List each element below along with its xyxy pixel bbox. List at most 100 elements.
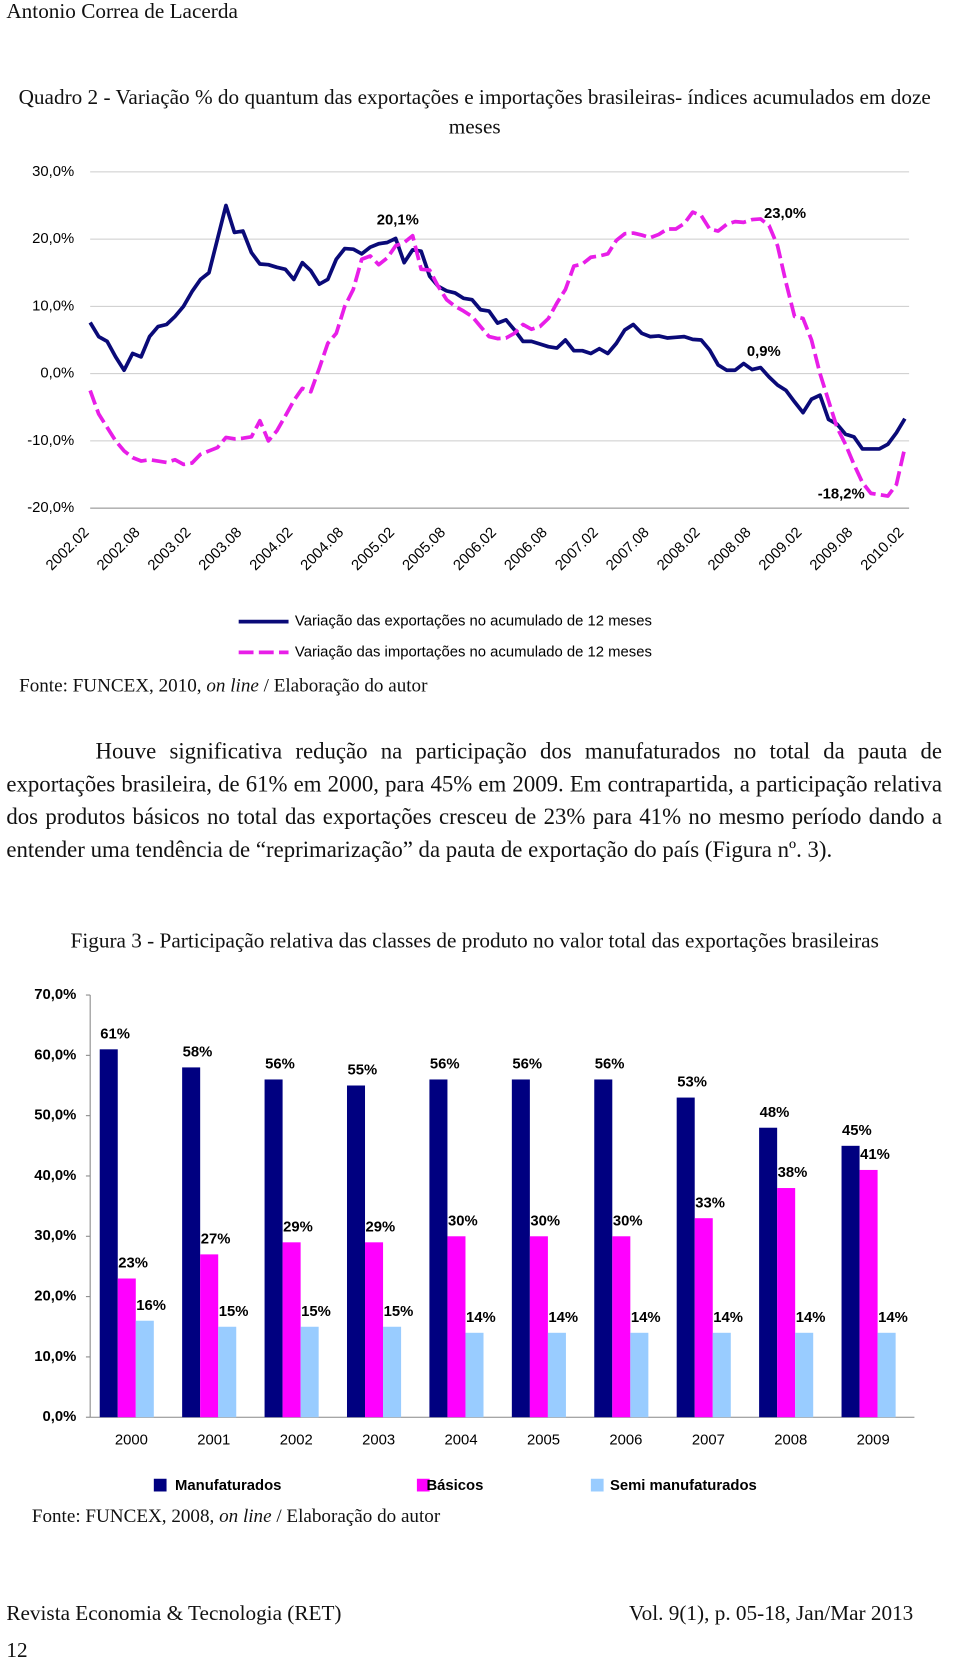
x-tick-label: 2004.02: [247, 525, 296, 574]
bar-value-label: 29%: [366, 1219, 396, 1235]
bar: [429, 1079, 448, 1418]
bar: [694, 1218, 713, 1418]
y-tick-label: -10,0%: [27, 433, 74, 449]
bar: [841, 1145, 860, 1418]
annotation: 20,1%: [377, 213, 419, 229]
x-tick-label: 2004: [445, 1432, 478, 1448]
bar-value-label: 45%: [842, 1123, 872, 1139]
x-tick-label: 2008: [774, 1432, 807, 1448]
bar: [383, 1326, 402, 1418]
x-tick-label: 2001: [197, 1432, 230, 1448]
y-tick-label: 60,0%: [34, 1047, 76, 1063]
bar: [365, 1242, 384, 1418]
y-tick-label: 10,0%: [34, 1349, 76, 1365]
figure-title: Figura 3 - Participação relativa das cla…: [70, 929, 879, 953]
x-tick-label: 2002.08: [94, 525, 143, 574]
y-tick-label: 0,0%: [40, 366, 74, 382]
bar-value-label: 53%: [677, 1075, 707, 1091]
figure-title: Quadro 2 - Variação % do quantum das exp…: [18, 85, 931, 139]
series-line: [88, 203, 907, 451]
page-number: 12: [6, 1638, 28, 1663]
bar-value-label: 14%: [878, 1310, 908, 1326]
x-tick-label: 2007: [692, 1432, 725, 1448]
bar: [877, 1332, 896, 1418]
bar-value-label: 61%: [100, 1026, 130, 1042]
x-tick-label: 2009.08: [807, 525, 856, 574]
bar: [282, 1242, 301, 1418]
source-text: Fonte: FUNCEX, 2008,: [31, 1505, 220, 1527]
bar: [135, 1320, 154, 1418]
bar: [99, 1049, 118, 1418]
source-note: Fonte: FUNCEX, 2010, on line / Elaboraçã…: [19, 675, 427, 697]
bar-value-label: 16%: [136, 1298, 166, 1314]
x-tick-label: 2009: [857, 1432, 890, 1448]
bar-value-label: 30%: [448, 1213, 478, 1229]
legend-label: Semi manufaturados: [610, 1478, 757, 1494]
bar-value-label: 14%: [466, 1310, 496, 1326]
x-tick-label: 2006.08: [502, 525, 551, 574]
annotation: -18,2%: [818, 486, 865, 502]
x-tick-label: 2007.02: [553, 525, 602, 574]
x-tick-label: 2000: [115, 1432, 148, 1448]
bar-value-label: 56%: [430, 1057, 460, 1073]
bar: [465, 1332, 484, 1418]
x-tick-label: 2004.08: [298, 525, 347, 574]
annotation: 0,9%: [747, 344, 781, 360]
x-tick-label: 2010.02: [858, 525, 907, 574]
y-tick-label: 50,0%: [34, 1108, 76, 1124]
bar: [759, 1127, 778, 1418]
legend-label: Básicos: [426, 1478, 483, 1494]
x-tick-label: 2008.08: [705, 525, 754, 574]
legend-swatch: [590, 1478, 604, 1492]
bar: [795, 1332, 814, 1418]
y-tick-label: 20,0%: [34, 1289, 76, 1305]
bar-value-label: 30%: [613, 1213, 643, 1229]
bar: [676, 1097, 695, 1418]
bar-value-label: 30%: [530, 1213, 560, 1229]
bar-value-label: 41%: [860, 1147, 890, 1163]
body-paragraph: Houve significativa redução na participa…: [6, 738, 942, 863]
series-line: [88, 210, 907, 498]
y-tick-label: 10,0%: [32, 298, 74, 314]
x-tick-label: 2005.08: [400, 525, 449, 574]
legend-label: Manufaturados: [175, 1478, 281, 1494]
bar-value-label: 56%: [595, 1057, 625, 1073]
bar: [218, 1326, 237, 1418]
x-tick-label: 2006.02: [451, 525, 500, 574]
bar-value-label: 56%: [512, 1057, 542, 1073]
bar: [859, 1169, 878, 1418]
x-tick-label: 2002: [280, 1432, 313, 1448]
x-tick-label: 2006: [609, 1432, 642, 1448]
source-text: on line: [219, 1505, 272, 1527]
bar: [630, 1332, 649, 1418]
bar-value-label: 15%: [384, 1304, 414, 1320]
x-tick-label: 2007.08: [603, 525, 652, 574]
y-tick-label: 70,0%: [34, 987, 76, 1003]
bar: [712, 1332, 731, 1418]
y-tick-label: 20,0%: [32, 231, 74, 247]
y-tick-label: -20,0%: [27, 500, 74, 516]
bar-value-label: 56%: [265, 1057, 295, 1073]
source-text: on line: [206, 674, 259, 696]
x-tick-label: 2003.02: [145, 525, 194, 574]
bar: [777, 1188, 796, 1418]
x-tick-label: 2003.08: [196, 525, 245, 574]
bar: [117, 1278, 136, 1418]
source-note: Fonte: FUNCEX, 2008, on line / Elaboraçã…: [32, 1505, 440, 1527]
bar-value-label: 38%: [778, 1165, 808, 1181]
bar-value-label: 58%: [183, 1044, 213, 1060]
y-tick-label: 30,0%: [32, 164, 74, 180]
x-tick-label: 2005.02: [349, 525, 398, 574]
bar-value-label: 55%: [348, 1063, 378, 1079]
y-tick-label: 0,0%: [43, 1409, 77, 1425]
bar-value-label: 14%: [796, 1310, 826, 1326]
bar-value-label: 29%: [283, 1219, 313, 1235]
bar: [511, 1079, 530, 1418]
bar: [547, 1332, 566, 1418]
bar: [594, 1079, 613, 1418]
bar-value-label: 14%: [631, 1310, 661, 1326]
y-tick-label: 40,0%: [34, 1168, 76, 1184]
source-text: / Elaboração do autor: [271, 1505, 441, 1527]
bar-value-label: 14%: [548, 1310, 578, 1326]
